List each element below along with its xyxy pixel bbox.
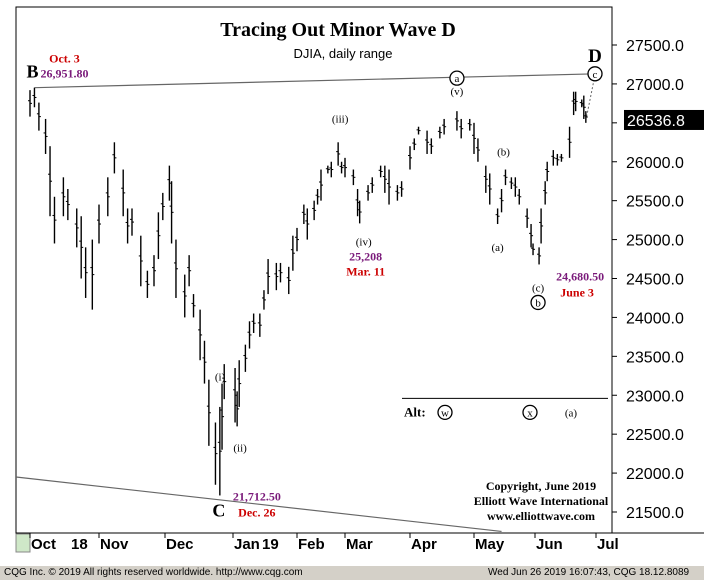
wave-D-label: D (588, 46, 602, 67)
copyright-line: Elliott Wave International (474, 494, 609, 508)
y-tick-label: 22500.0 (626, 427, 684, 444)
chart-subtitle: DJIA, daily range (294, 46, 393, 61)
footer-timestamp: Wed Jun 26 2019 16:07:43, CQG 18.12.8089 (488, 567, 690, 578)
wave-b-label-circle (530, 294, 546, 311)
wave-a-label: a (454, 73, 459, 85)
chart-title: Tracing Out Minor Wave D (220, 19, 456, 41)
wave-b-date: June 3 (560, 285, 594, 299)
x-tick-label: Jul (597, 536, 619, 553)
x-tick-label: Jun (536, 536, 563, 553)
y-tick-label: 26000.0 (626, 155, 684, 172)
copyright-line: Copyright, June 2019 (486, 479, 596, 493)
alt-w-label: w (441, 407, 449, 419)
last-price-box (624, 109, 704, 130)
wave-C-price: 21,712.50 (233, 489, 281, 503)
wave-iii-label: (iii) (332, 113, 349, 125)
wave-b-label: b (535, 297, 541, 309)
trendline-lower (15, 476, 502, 533)
wave-iv-price: 25,208 (349, 249, 382, 263)
wave-c-label: c (593, 69, 598, 81)
y-tick-label: 24000.0 (626, 310, 684, 327)
x-tick-label: Apr (411, 536, 437, 553)
alt-x-circle (522, 404, 538, 421)
wave-iv-label: (iv) (356, 236, 372, 248)
plot-area (15, 6, 613, 534)
y-tick-label: 23000.0 (626, 388, 684, 405)
y-tick-label: 21500.0 (626, 505, 684, 522)
wave-C-label: C (212, 500, 225, 520)
x-tick-label: May (475, 536, 505, 553)
status-footer: CQG Inc. © 2019 All rights reserved worl… (0, 566, 704, 580)
x-tick-label: Feb (298, 536, 325, 553)
scroll-handle (15, 533, 31, 553)
x-tick-label: Oct (31, 536, 56, 553)
x-tick-label: Mar (346, 536, 373, 553)
alt-x-label: x (527, 407, 533, 419)
wave-b-sub-label: (b) (497, 147, 510, 159)
alt-a-label: (a) (565, 407, 578, 419)
x-tick-label: Jan (234, 536, 260, 553)
wave-c-label-circle (587, 66, 603, 82)
wave-iv-date: Mar. 11 (346, 264, 385, 278)
wave-a-sub-label: (a) (492, 242, 505, 254)
alt-w-circle (437, 404, 453, 421)
y-tick-label: 24500.0 (626, 272, 684, 289)
y-tick-label: 25500.0 (626, 194, 684, 211)
y-tick-label: 23500.0 (626, 349, 684, 366)
projection-line (585, 79, 595, 121)
last-price-label: 26536.8 (627, 113, 685, 130)
alt-label: Alt: (404, 404, 426, 419)
wave-B-date: Oct. 3 (49, 52, 80, 66)
wave-b-price: 24,680.50 (556, 269, 604, 283)
footer-copyright: CQG Inc. © 2019 All rights reserved worl… (4, 567, 303, 578)
wave-c-sub-label: (c) (532, 282, 545, 294)
x-tick-label: Dec (166, 536, 194, 553)
y-tick-label: 27500.0 (626, 38, 684, 55)
wave-ii-label: (ii) (233, 442, 247, 454)
x-tick-label: 19 (262, 536, 279, 553)
y-tick-label: 27000.0 (626, 77, 684, 94)
copyright-line: www.elliottwave.com (487, 509, 595, 523)
wave-C-date: Dec. 26 (238, 505, 275, 519)
wave-B-label: B (26, 62, 38, 82)
x-tick-label: 18 (71, 536, 88, 553)
wave-v-label: (v) (451, 86, 464, 98)
wave-a-label-circle (449, 70, 465, 86)
wave-i-label: (i) (215, 372, 226, 384)
chart-svg: 27500.027000.026500.026000.025500.025000… (15, 6, 704, 553)
trendline-upper (34, 73, 597, 89)
y-tick-label: 22000.0 (626, 466, 684, 483)
x-tick-label: Nov (100, 536, 129, 553)
y-tick-label: 25000.0 (626, 233, 684, 250)
wave-B-price: 26,951.80 (40, 67, 88, 81)
